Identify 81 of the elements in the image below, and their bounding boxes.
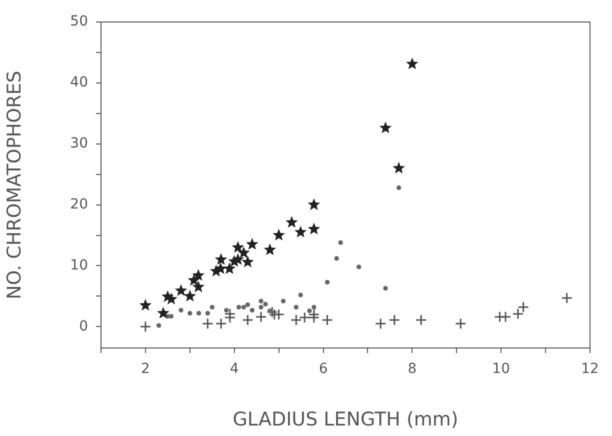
point bbox=[272, 228, 285, 241]
point bbox=[246, 238, 258, 250]
point bbox=[174, 284, 188, 296]
point bbox=[196, 310, 202, 316]
point bbox=[192, 280, 205, 292]
point bbox=[214, 262, 227, 274]
point bbox=[298, 312, 310, 324]
point bbox=[338, 240, 343, 245]
point bbox=[242, 256, 254, 268]
point bbox=[308, 312, 320, 324]
point bbox=[388, 314, 400, 326]
point bbox=[294, 304, 299, 310]
point bbox=[392, 162, 406, 174]
point bbox=[258, 298, 264, 304]
y-tick-label: 10 bbox=[70, 257, 88, 274]
x-tick-label: 4 bbox=[230, 361, 239, 378]
point bbox=[215, 318, 227, 330]
point bbox=[139, 298, 152, 311]
point bbox=[268, 308, 272, 314]
point bbox=[518, 301, 530, 313]
point bbox=[415, 314, 427, 326]
point bbox=[280, 298, 286, 304]
x-tick-label: 12 bbox=[581, 361, 599, 378]
point bbox=[224, 312, 236, 324]
point bbox=[308, 222, 320, 234]
point bbox=[561, 292, 573, 304]
point bbox=[298, 292, 303, 298]
point bbox=[184, 290, 196, 302]
point bbox=[334, 256, 339, 261]
x-tick-label: 6 bbox=[318, 361, 328, 378]
point bbox=[224, 308, 229, 313]
point bbox=[290, 314, 302, 326]
point bbox=[308, 198, 320, 210]
point bbox=[258, 304, 264, 310]
point bbox=[223, 262, 236, 274]
point bbox=[205, 310, 210, 316]
y-tick-label: 20 bbox=[70, 196, 88, 212]
point bbox=[312, 304, 316, 310]
y-tick-label: 50 bbox=[70, 14, 88, 30]
point bbox=[322, 314, 334, 326]
point bbox=[500, 311, 512, 323]
point bbox=[383, 286, 388, 291]
point bbox=[232, 240, 244, 253]
point bbox=[307, 308, 312, 314]
x-tick-label: 8 bbox=[408, 361, 417, 378]
point bbox=[178, 308, 184, 313]
y-tick-label: 0 bbox=[79, 318, 88, 334]
point bbox=[294, 226, 307, 238]
point bbox=[192, 268, 205, 281]
point bbox=[454, 318, 466, 330]
point bbox=[232, 253, 244, 265]
point bbox=[379, 122, 392, 134]
y-axis-title: NO. CHROMATOPHORES bbox=[3, 70, 26, 300]
point bbox=[156, 323, 162, 328]
point bbox=[374, 318, 386, 330]
point bbox=[202, 318, 214, 330]
point bbox=[255, 311, 267, 323]
point bbox=[236, 304, 242, 310]
point bbox=[188, 310, 192, 316]
point bbox=[214, 253, 228, 265]
point bbox=[210, 304, 214, 310]
point bbox=[286, 216, 298, 228]
x-axis-title: GLADIUS LENGTH (mm) bbox=[232, 408, 458, 431]
point bbox=[264, 243, 276, 256]
x-tick-label: 2 bbox=[140, 361, 150, 378]
point bbox=[263, 302, 268, 306]
point bbox=[238, 246, 250, 258]
point bbox=[356, 264, 362, 270]
point bbox=[157, 306, 170, 319]
point bbox=[140, 320, 152, 332]
point bbox=[324, 280, 330, 285]
point bbox=[250, 308, 254, 313]
y-tick-label: 40 bbox=[70, 74, 88, 91]
point bbox=[396, 185, 402, 190]
point bbox=[245, 302, 250, 308]
point bbox=[241, 304, 246, 310]
point bbox=[242, 314, 254, 326]
point bbox=[512, 308, 524, 320]
x-tick-label: 10 bbox=[492, 361, 510, 378]
y-tick-label: 30 bbox=[70, 136, 88, 152]
point bbox=[406, 58, 418, 70]
